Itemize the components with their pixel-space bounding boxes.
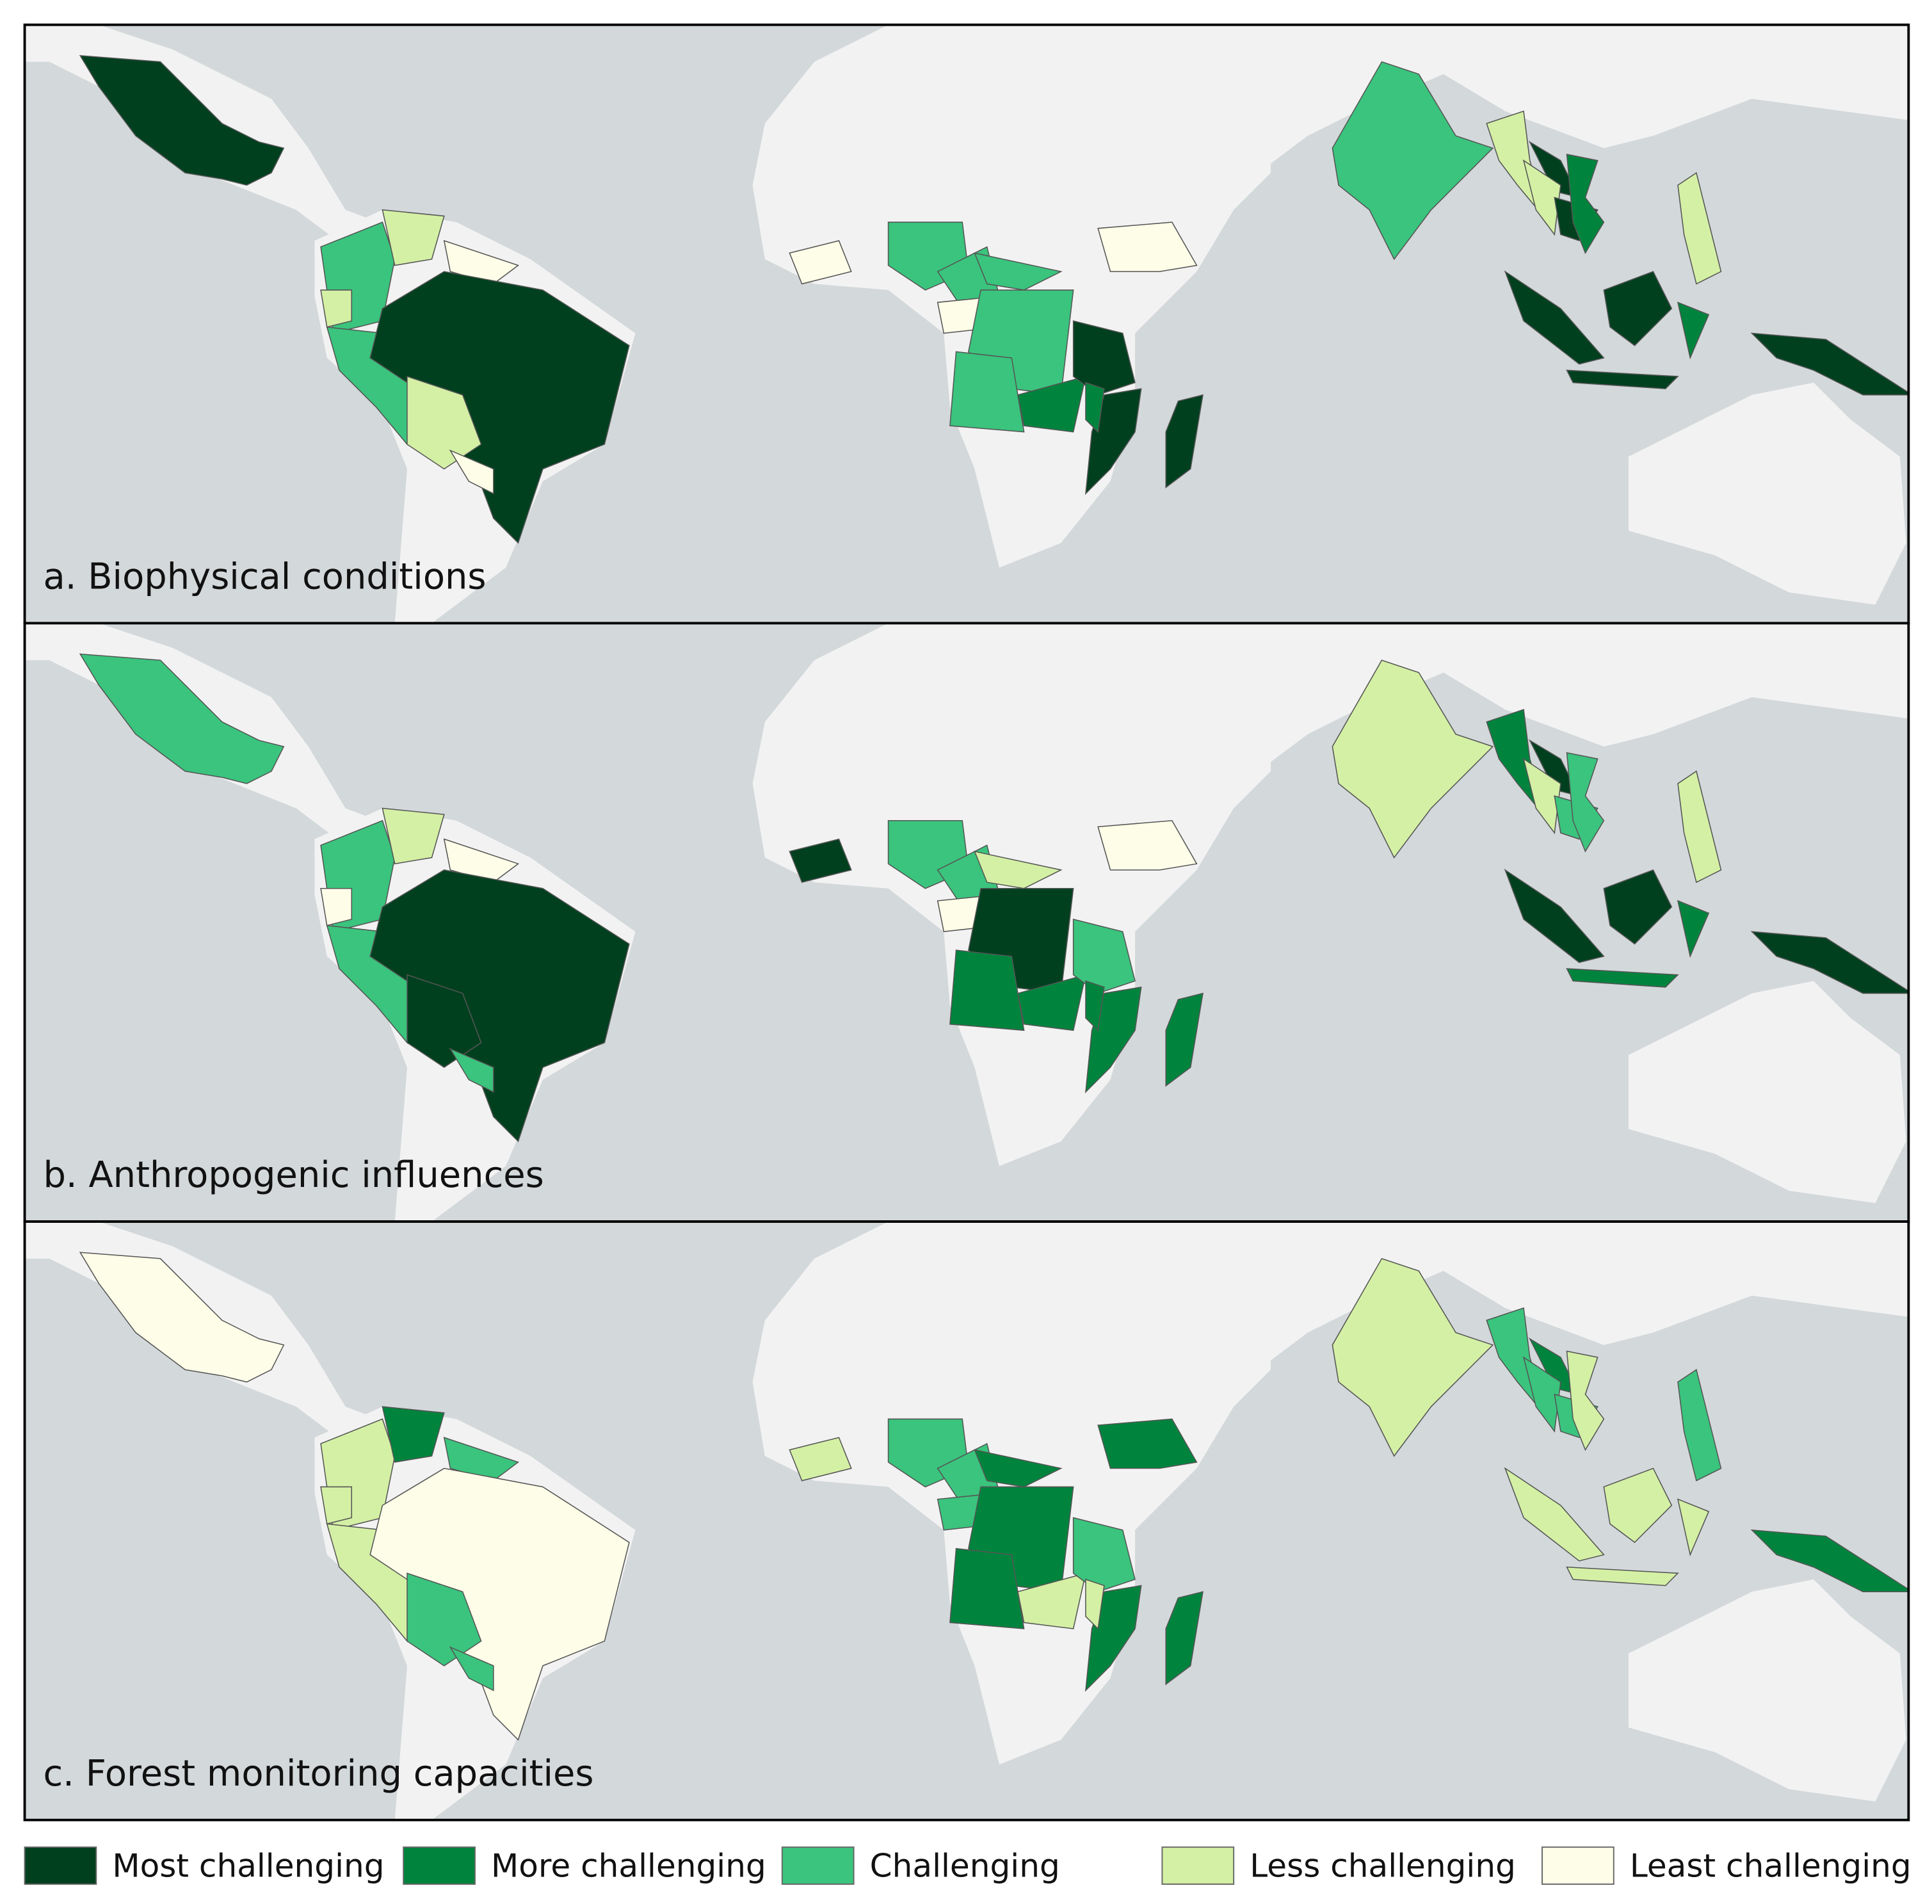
country [449, 449, 494, 495]
panel-frame [23, 1220, 1910, 1821]
country [1504, 270, 1605, 365]
panel-label: a. Biophysical conditions [43, 556, 486, 597]
country [79, 1252, 285, 1383]
country [1750, 931, 1909, 994]
country [449, 1047, 494, 1093]
panel-label: c. Forest monitoring capacities [43, 1753, 593, 1795]
country [789, 1437, 852, 1481]
map-panel: b. Anthropogenic influences [23, 622, 1910, 1223]
legend-label: More challenging [491, 1846, 766, 1884]
country [1085, 980, 1105, 1032]
country [1677, 1369, 1722, 1481]
country [382, 807, 445, 865]
country [1522, 757, 1561, 835]
map-content [24, 1222, 1909, 1820]
legend-swatch [781, 1846, 855, 1885]
country [1566, 369, 1679, 390]
country [79, 653, 285, 784]
land [1628, 382, 1906, 605]
country [1017, 1572, 1086, 1629]
country [1677, 302, 1710, 360]
country [1072, 918, 1136, 994]
country [79, 55, 285, 186]
country [1332, 61, 1494, 261]
legend-label: Less challenging [1250, 1846, 1516, 1884]
land [1258, 623, 1909, 771]
country [1165, 1591, 1203, 1686]
country [1165, 394, 1203, 488]
country [1097, 1418, 1198, 1469]
legend-swatch [24, 1846, 97, 1885]
country [320, 1486, 353, 1525]
country [1750, 1529, 1909, 1593]
country [949, 351, 1025, 433]
land [1258, 24, 1909, 173]
legend-label: Least challenging [1630, 1846, 1912, 1884]
country [1677, 900, 1710, 958]
country [1566, 968, 1679, 988]
land [1628, 1579, 1906, 1802]
panel-label: b. Anthropogenic influences [43, 1154, 543, 1196]
country [1085, 382, 1105, 433]
map-content [24, 24, 1909, 624]
country [1072, 1517, 1136, 1593]
country [949, 1547, 1025, 1629]
legend-label: Challenging [870, 1846, 1060, 1884]
country [1072, 320, 1136, 396]
map-panel: c. Forest monitoring capacities [23, 1220, 1910, 1821]
country [1566, 1566, 1679, 1586]
country [1097, 222, 1198, 272]
country [320, 887, 353, 926]
country [1566, 154, 1605, 254]
country [1522, 159, 1561, 236]
country [1085, 1578, 1105, 1630]
country [1603, 1467, 1673, 1544]
country [1677, 172, 1722, 285]
country [1017, 974, 1086, 1031]
country [320, 289, 353, 328]
country [1097, 819, 1198, 871]
legend-label: Most challenging [112, 1846, 384, 1884]
country [1603, 271, 1673, 346]
country [1165, 992, 1203, 1087]
country [789, 240, 852, 285]
country [1677, 770, 1722, 883]
country [382, 209, 445, 266]
country [1566, 1350, 1605, 1451]
country [789, 838, 852, 883]
map-panel: a. Biophysical conditions [23, 23, 1910, 625]
legend-swatch [1161, 1846, 1235, 1885]
country [382, 1406, 445, 1463]
country [1017, 375, 1086, 433]
country [949, 949, 1025, 1031]
country [1504, 1467, 1605, 1561]
land [1628, 981, 1906, 1204]
country [1332, 1257, 1494, 1457]
legend-swatch [403, 1846, 476, 1885]
legend-swatch [1542, 1846, 1614, 1885]
land [1258, 1222, 1909, 1370]
country [1566, 752, 1605, 853]
country [449, 1646, 494, 1691]
country [1522, 1356, 1561, 1433]
country [1677, 1498, 1710, 1556]
country [1332, 659, 1494, 859]
map-content [24, 623, 1909, 1222]
country [1750, 332, 1909, 396]
country [1603, 869, 1673, 945]
country [1504, 868, 1605, 964]
